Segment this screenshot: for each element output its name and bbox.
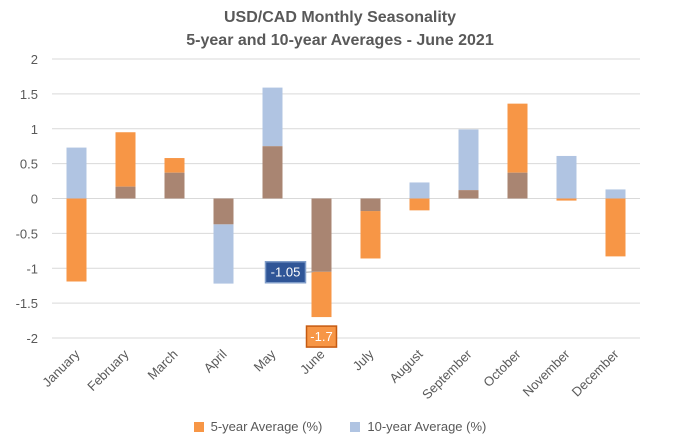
bar-overlap — [262, 146, 283, 199]
x-tick-label: November — [520, 346, 573, 399]
legend-swatch-5yr — [193, 421, 204, 432]
x-tick-label: February — [84, 346, 132, 394]
x-tick-label: March — [144, 347, 180, 383]
x-tick-label: October — [480, 346, 524, 390]
bar-overlap — [458, 190, 479, 199]
bar-overlap — [115, 186, 136, 199]
y-tick-label: -2 — [26, 331, 38, 346]
bar-10yr — [262, 87, 283, 147]
bar-overlap — [507, 172, 528, 199]
bar-overlap — [164, 172, 185, 199]
x-tick-label: June — [297, 347, 328, 378]
annotation-label: -1.7 — [310, 329, 332, 344]
x-tick-label: August — [386, 346, 425, 385]
x-tick-label: January — [39, 346, 83, 390]
bar-overlap — [311, 198, 332, 272]
bar-10yr — [213, 224, 234, 284]
legend-item-10yr: 10-year Average (%) — [350, 419, 486, 434]
y-tick-label: -1 — [26, 261, 38, 276]
y-tick-label: 1.5 — [20, 87, 38, 102]
annotation-box — [305, 325, 338, 348]
bar-5yr — [66, 198, 87, 282]
bar-overlap — [213, 198, 234, 225]
legend-label-10yr: 10-year Average (%) — [367, 419, 487, 434]
y-tick-label: 0 — [31, 192, 38, 207]
y-tick-label: 1 — [31, 122, 38, 137]
bar-5yr — [605, 198, 626, 257]
legend-item-5yr: 5-year Average (%) — [193, 419, 323, 434]
legend-swatch-10yr — [350, 421, 361, 432]
bar-10yr — [458, 129, 479, 191]
x-tick-label: July — [350, 346, 377, 373]
annotation-box — [264, 260, 307, 284]
bar-5yr — [409, 198, 430, 211]
legend-label-5yr: 5-year Average (%) — [210, 419, 323, 434]
y-tick-label: -1.5 — [16, 296, 38, 311]
bar-5yr — [311, 271, 332, 318]
x-tick-label: December — [569, 346, 622, 399]
x-tick-label: May — [251, 346, 279, 374]
chart-subtitle: 5-year and 10-year Averages - June 2021 — [186, 32, 494, 49]
bar-5yr — [360, 211, 381, 259]
bar-5yr — [164, 158, 185, 173]
bar-5yr — [507, 103, 528, 173]
x-tick-label: April — [201, 346, 230, 375]
bar-10yr — [409, 182, 430, 199]
bar-5yr — [556, 198, 577, 201]
bar-10yr — [66, 147, 87, 199]
y-tick-label: -0.5 — [16, 226, 38, 241]
bar-5yr — [115, 132, 136, 187]
chart-title: USD/CAD Monthly Seasonality — [223, 9, 457, 26]
y-tick-label: 0.5 — [20, 157, 38, 172]
bar-10yr — [556, 155, 577, 199]
chart-legend: 5-year Average (%) 10-year Average (%) — [0, 419, 680, 434]
bar-10yr — [605, 189, 626, 199]
bar-overlap — [360, 198, 381, 212]
y-tick-label: 2 — [31, 52, 38, 67]
x-tick-label: September — [419, 346, 475, 402]
annotation-label: -1.05 — [271, 265, 301, 280]
annotation-leader — [305, 271, 314, 273]
